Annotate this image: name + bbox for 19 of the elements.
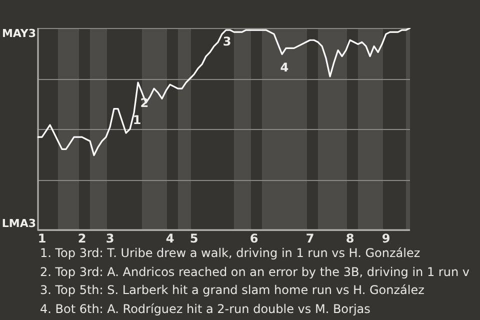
x-tick-label: 8 <box>346 231 354 246</box>
annotation: 1 <box>132 113 142 128</box>
x-tick-label: 3 <box>106 231 114 246</box>
annotation: 4 <box>280 60 289 75</box>
annotation: 3 <box>222 34 232 48</box>
x-tick-label: 5 <box>190 231 198 246</box>
annotation: 2 <box>140 96 149 110</box>
x-tick-label: 1 <box>38 231 46 246</box>
x-tick-label: 2 <box>78 231 86 246</box>
text: LMA3 <box>2 216 36 230</box>
x-tick-label: 4 <box>166 231 174 246</box>
text: 4. Bot 6th: A. Rodríguez hit a 2-run double vs M. Borjas <box>40 300 372 318</box>
text: 1. Top 3rd: T. Uribe drew a walk, driving in 1 run vs H. González <box>40 245 422 262</box>
x-tick-label: 6 <box>250 231 258 246</box>
x-tick-label: 9 <box>382 231 390 246</box>
x-tick-label: 7 <box>306 231 314 246</box>
text: 2. Top 3rd: A. Andricos reached on an error by the 3B, driving in 1 run v <box>40 264 470 280</box>
text: 3. Top 5th: S. Larberk hit a grand slam home run vs H. González <box>40 282 426 299</box>
text: MAY3 <box>2 26 36 40</box>
